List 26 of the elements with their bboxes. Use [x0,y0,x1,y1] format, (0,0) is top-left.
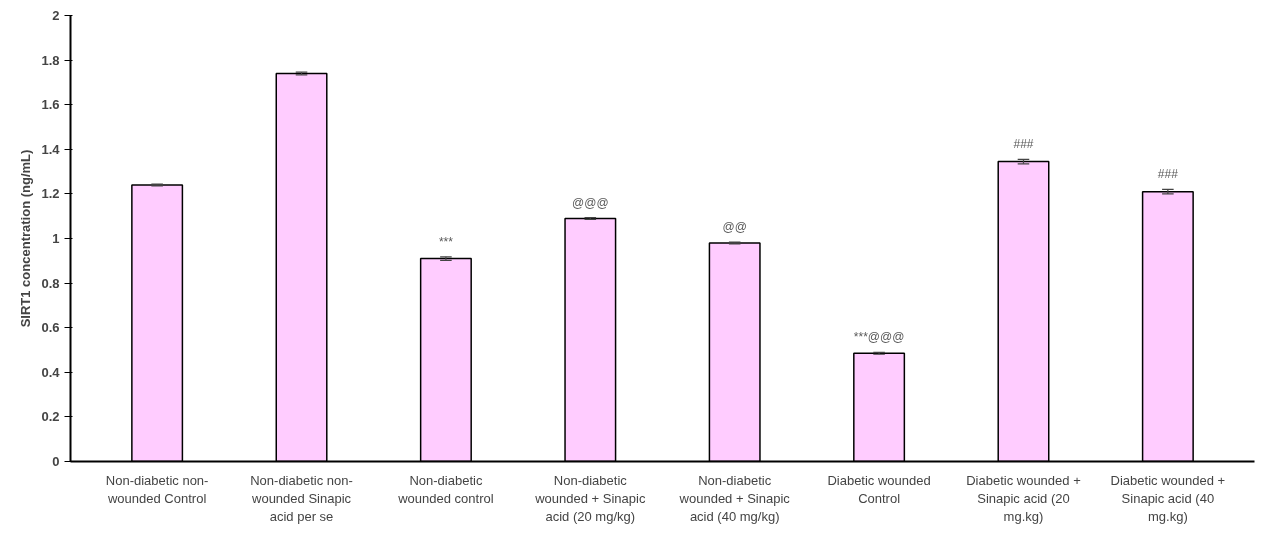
y-tick-label: 0.2 [41,409,60,425]
y-tick-label: 1.8 [41,52,60,68]
y-tick-label: 0.6 [41,320,60,336]
x-tick-label: Diabetic wounded Control [827,472,931,506]
x-tick-label: Non-diabetic wounded control [397,472,494,506]
annotation: ***@@@ [853,330,905,345]
y-axis-title: SIRT1 concentration (ng/mL) [18,149,34,328]
x-tick-label: Non-diabetic wounded + Sinapic acid (20 mg/kg) [534,472,646,524]
y-tick-label: 0.8 [41,275,60,291]
x-tick-label: Non-diabetic wounded + Sinapic acid (40 mg/kg) [678,472,791,524]
x-tick-label: Diabetic wounded + Sinapic acid (20 mg.kg) [966,472,1081,524]
y-tick-label: 1.4 [41,141,61,157]
x-tick-label: Non-diabetic non-wounded Control [105,472,209,506]
y-tick-label: 0.4 [41,364,61,380]
annotation: *** [438,234,454,249]
y-tick-label: 2 [52,8,60,23]
y-tick-label: 1.6 [41,97,60,113]
x-tick-label: Non-diabetic non-wounded Sinapic acid per se [250,472,353,524]
x-tick-label: Diabetic wounded + Sinapic acid (40 mg.kg) [1110,472,1226,524]
y-tick-label: 1.2 [41,186,60,202]
annotation: @@ [722,220,747,235]
y-tick-label: 1 [52,231,60,246]
annotation: ### [1157,167,1179,182]
annotation: ### [1013,137,1034,152]
annotation: @@@ [572,195,609,210]
y-tick-label: 0 [52,454,60,469]
